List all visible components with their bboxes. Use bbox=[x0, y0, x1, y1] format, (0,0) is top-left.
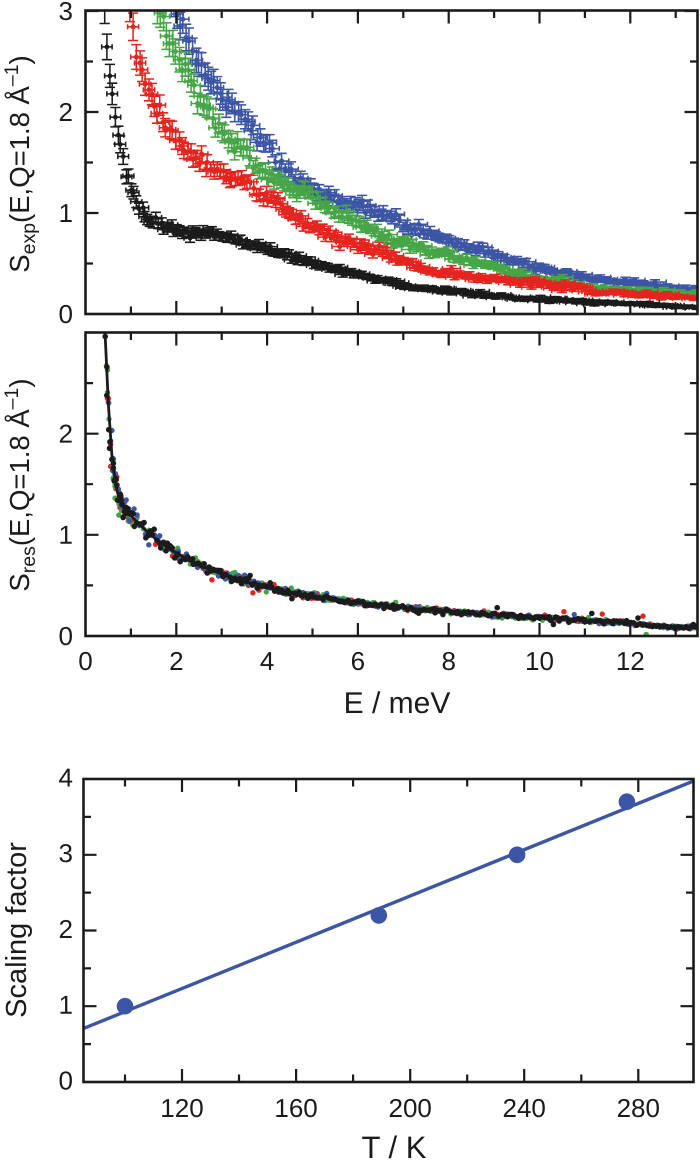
svg-text:280: 280 bbox=[617, 1093, 660, 1123]
svg-text:240: 240 bbox=[503, 1093, 546, 1123]
svg-text:1: 1 bbox=[59, 198, 73, 228]
svg-text:4: 4 bbox=[260, 646, 274, 676]
svg-text:6: 6 bbox=[351, 646, 365, 676]
svg-text:2: 2 bbox=[59, 97, 73, 127]
svg-text:120: 120 bbox=[160, 1093, 203, 1123]
svg-text:160: 160 bbox=[274, 1093, 317, 1123]
svg-text:12: 12 bbox=[616, 646, 645, 676]
svg-text:0: 0 bbox=[78, 646, 92, 676]
svg-text:8: 8 bbox=[441, 646, 455, 676]
svg-text:0: 0 bbox=[59, 299, 73, 329]
svg-text:1: 1 bbox=[59, 990, 73, 1020]
svg-text:2: 2 bbox=[169, 646, 183, 676]
svg-text:2: 2 bbox=[59, 419, 73, 449]
svg-text:Scaling factor: Scaling factor bbox=[1, 842, 33, 1018]
svg-text:10: 10 bbox=[525, 646, 554, 676]
svg-text:2: 2 bbox=[59, 914, 73, 944]
svg-text:0: 0 bbox=[59, 621, 73, 651]
svg-text:E / meV: E / meV bbox=[344, 687, 451, 720]
svg-text:200: 200 bbox=[389, 1093, 432, 1123]
svg-text:3: 3 bbox=[59, 838, 73, 868]
svg-text:0: 0 bbox=[59, 1065, 73, 1095]
svg-text:T / K: T / K bbox=[362, 1130, 427, 1161]
svg-text:3: 3 bbox=[59, 0, 73, 26]
svg-text:1: 1 bbox=[59, 520, 73, 550]
svg-text:4: 4 bbox=[59, 762, 73, 792]
svg-text:Sexp(E,Q=1.8 Å–1): Sexp(E,Q=1.8 Å–1) bbox=[1, 55, 40, 272]
